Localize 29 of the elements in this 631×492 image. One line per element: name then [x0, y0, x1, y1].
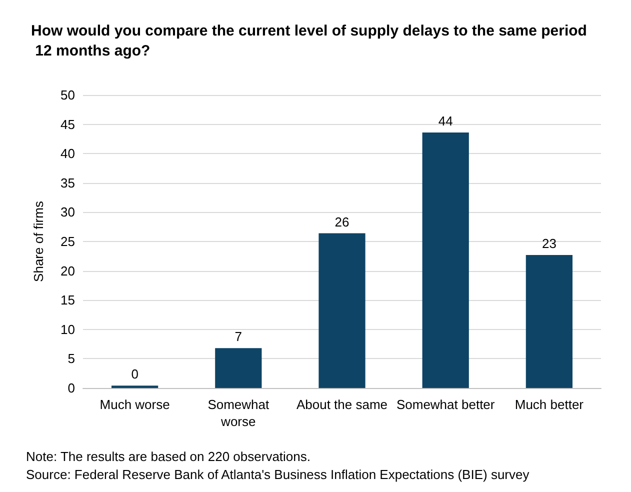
x-tick-label: Much worse [100, 397, 170, 412]
bar [215, 348, 262, 388]
bar [318, 233, 366, 388]
text: Note: The results are based on 220 observations. [26, 449, 310, 464]
y-tick-label: 5 [68, 351, 75, 366]
data-label: 0 [131, 366, 138, 382]
source-note: Source: Federal Reserve Bank of Atlanta's Business Inflation Expectations (BIE) survey [26, 467, 530, 482]
y-tick-label: 15 [60, 292, 75, 308]
y-tick-label: 35 [60, 175, 75, 190]
x-tick-label: Somewhat better [396, 397, 496, 412]
data-label: 7 [234, 329, 242, 344]
chart-title: How would you compare the current level of supply delays to the same period 12 months ago? [31, 22, 587, 60]
y-tick-label: 20 [60, 263, 75, 278]
y-tick-label: 50 [60, 88, 75, 102]
y-tick-label: 25 [60, 234, 75, 249]
data-label: 44 [438, 114, 453, 129]
y-tick-label: 45 [60, 116, 75, 132]
data-label: 26 [334, 214, 350, 230]
x-tick-label: Somewhat worse [208, 397, 270, 429]
x-tick-label: About the same [296, 397, 388, 412]
x-tick-label: Much better [514, 397, 584, 412]
bar [526, 254, 573, 388]
y-tick-label: 10 [60, 322, 75, 337]
y-axis-title: Share of firms [31, 200, 46, 282]
y-tick-label: 0 [68, 380, 75, 396]
y-tick-label: 30 [60, 204, 75, 220]
y-tick-label: 40 [60, 146, 75, 162]
bar [422, 132, 469, 388]
data-label: 23 [542, 236, 556, 251]
